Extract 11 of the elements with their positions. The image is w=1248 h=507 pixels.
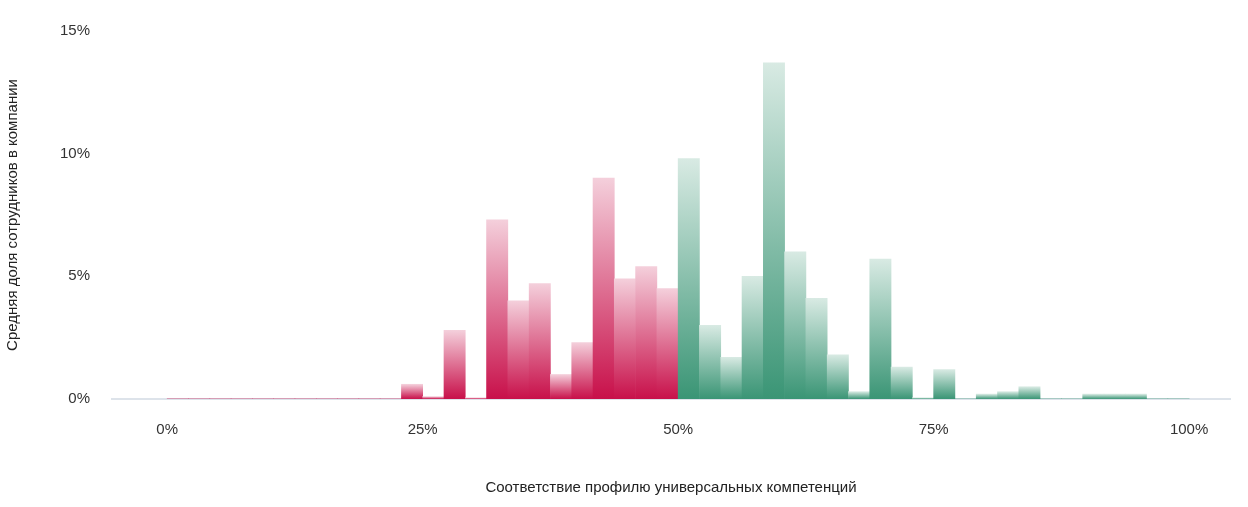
x-tick-label: 25% <box>407 420 438 438</box>
x-tick-label: 75% <box>918 420 949 438</box>
x-tick-label: 50% <box>663 420 694 438</box>
y-tick-label: 5% <box>68 266 91 284</box>
x-tick-label: 100% <box>1169 420 1209 438</box>
x-axis-title: Соответствие профилю универсальных компетенций <box>485 478 857 496</box>
y-tick-label: 0% <box>68 389 91 407</box>
y-tick-label: 15% <box>59 21 91 39</box>
x-tick-label: 0% <box>156 420 179 438</box>
y-axis-title: Средняя доля сотрудников в компании <box>3 79 21 351</box>
y-tick-label: 10% <box>59 143 91 161</box>
